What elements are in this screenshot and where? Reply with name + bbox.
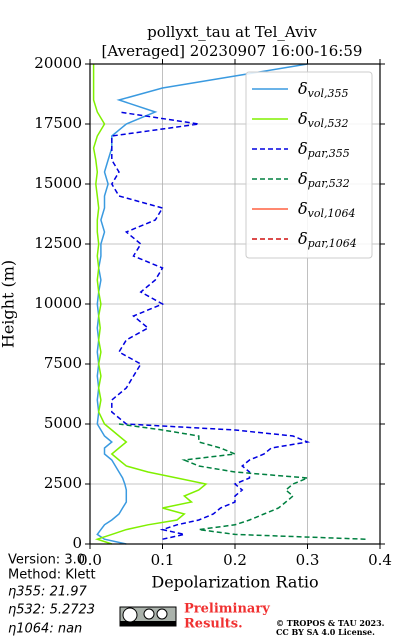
info: Method: Klett [8,568,96,583]
copyright: CC BY SA 4.0 License. [276,627,375,637]
y-axis-label: Height (m) [0,260,18,348]
y-tick-label: 10000 [34,294,82,312]
plot-frame [89,63,381,545]
legend-label: δvol,532 [298,109,349,131]
profile-line [110,111,311,540]
legend-label: δvol,1064 [298,199,356,221]
legend-label: δpar,1064 [298,229,357,251]
info: Version: 3.0 [8,553,85,568]
info: η355: 21.97 [8,585,88,600]
info: η532: 5.2723 [8,603,95,618]
notice: Preliminary [184,602,270,617]
profile-line [96,63,308,545]
x-tick-label: 0.1 [151,551,175,569]
legend-label: δpar,355 [298,139,350,161]
y-tick-label: 7500 [44,354,82,372]
x-tick-label: 0.0 [78,551,102,569]
notice: Results. [184,617,243,632]
y-tick-label: 15000 [34,174,82,192]
y-tick-label: 17500 [34,114,82,132]
y-tick-label: 20000 [34,54,82,72]
legend-label: δvol,355 [298,79,349,101]
x-tick-label: 0.2 [223,551,247,569]
copyright: © TROPOS & TAU 2023. [276,618,385,628]
x-tick-label: 0.4 [368,551,392,569]
chart-title: pollyxt_tau at Tel_Aviv [147,23,317,41]
x-tick-label: 0.3 [296,551,320,569]
y-tick-label: 12500 [34,234,82,252]
chart-title: [Averaged] 20230907 16:00-16:59 [102,42,363,60]
cc-logo [119,606,177,627]
x-axis-label: Depolarization Ratio [151,573,318,592]
legend: δvol,355 δvol,532 δpar,355 δpar,532 δvol,106… [245,71,373,259]
y-tick-label: 0 [72,534,82,552]
y-tick-label: 5000 [44,414,82,432]
legend-label: δpar,532 [298,169,350,191]
profile-line [118,423,366,540]
info: η1064: nan [8,622,82,637]
y-tick-label: 2500 [44,474,82,492]
profile-line [92,64,208,545]
